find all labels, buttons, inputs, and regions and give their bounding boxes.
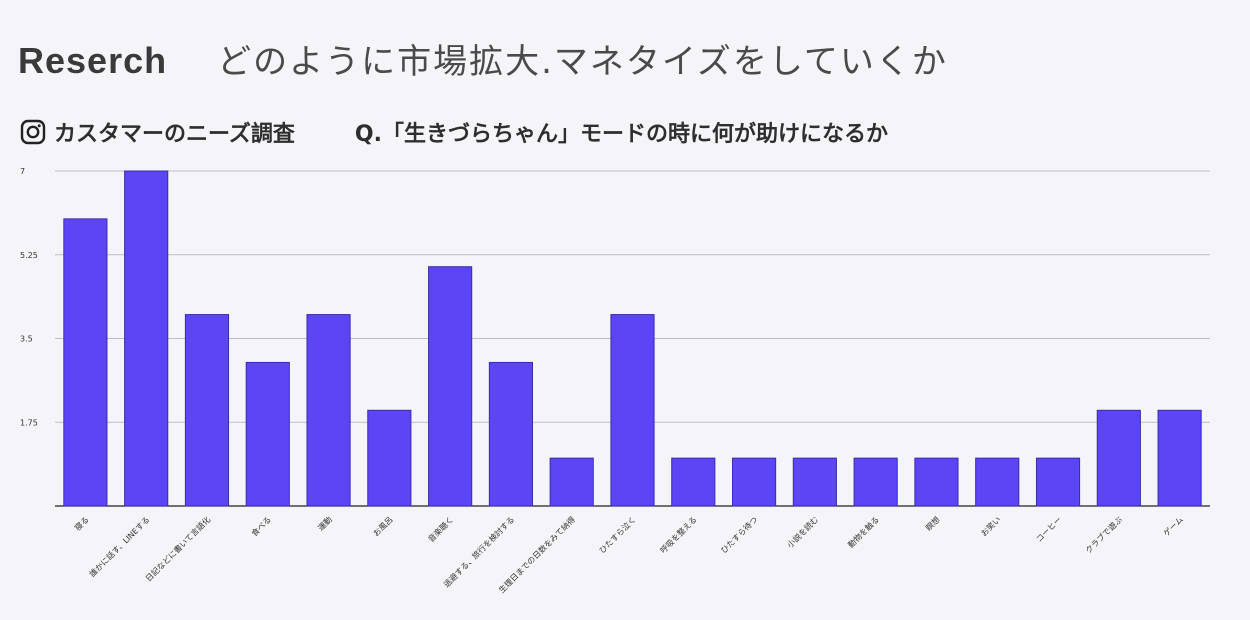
page-headline: どのように市場拡大.マネタイズをしていくか [217,42,948,82]
x-tick-label: コーヒー [1034,515,1063,544]
x-tick-label: 日記などに書いて言語化 [143,514,212,583]
bar [975,457,1020,507]
x-tick-label: 小説を読む [785,514,820,549]
x-tick-label: お風呂 [371,515,394,538]
x-tick-label: クラブで遊ぶ [1083,514,1124,555]
bar [367,409,412,507]
bar [610,314,655,507]
bar [488,361,534,507]
bar [792,457,837,507]
bar [306,314,351,507]
y-tick-label: 5.25 [20,251,38,260]
x-tick-label: 食べる [249,514,273,538]
bar [63,218,108,507]
x-tick-label: 動物を触る [846,514,881,549]
x-tick-label: ゲーム [1161,514,1185,538]
x-tick-label: 運動 [316,515,334,533]
x-tick-label: ひたすら泣く [597,514,638,555]
x-tick-label: 寝る [72,514,90,532]
bar-layer [63,170,1202,507]
x-tick-label: 呼吸を整える [658,514,699,555]
bar [1096,409,1141,507]
bar [914,457,959,507]
bar [124,170,169,507]
bar [428,266,473,507]
bar [1157,409,1202,507]
brand-title: Reserch [18,40,168,81]
bar [549,457,594,507]
instagram-icon [20,119,46,145]
survey-question: Q.「生きづらちゃん」モードの時に何が助けになるか [354,122,888,147]
x-tick-label: 逃避する、旅行を検討する [441,514,516,589]
x-tick-label: 音楽聴く [426,514,456,544]
y-tick-label: 3.5 [20,335,33,344]
bar [245,361,290,507]
survey-title: カスタマーのニーズ調査 [54,122,295,147]
header: Reserch どのように市場拡大.マネタイズをしていくか [18,34,948,83]
x-tick-label: 誰かに話す、LINEする [87,514,152,579]
x-tick-label: ひたすら待つ [718,514,759,555]
x-tick-label: お笑い [979,514,1003,538]
bar [731,457,777,507]
bar [853,457,898,507]
x-tick-label: 瞑想 [923,514,941,532]
subheader: カスタマーのニーズ調査 Q.「生きづらちゃん」モードの時に何が助けになるか [20,116,888,148]
y-tick-label: 7 [20,167,25,176]
bar [1035,457,1081,507]
bar [184,314,230,507]
bar [671,457,716,507]
y-tick-label: 1.75 [20,418,38,427]
